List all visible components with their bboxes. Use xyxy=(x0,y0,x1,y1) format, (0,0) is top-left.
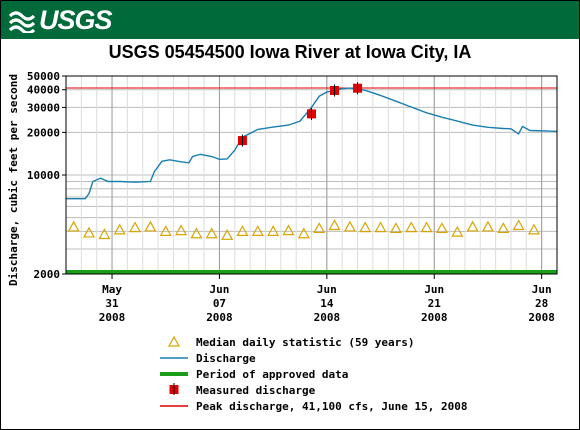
legend-label: Period of approved data xyxy=(196,368,348,381)
y-tick-label: 30000 xyxy=(27,101,60,114)
median-point xyxy=(343,220,356,232)
legend-swatch xyxy=(167,335,181,347)
x-tick-label: May xyxy=(102,283,122,296)
median-point xyxy=(313,222,326,233)
measured-point xyxy=(353,82,363,95)
median-point xyxy=(67,220,80,232)
legend-item: Median daily statistic (59 years) xyxy=(167,335,415,349)
legend-item: Period of approved data xyxy=(160,368,348,381)
median-point xyxy=(497,222,510,233)
x-tick-label: 14 xyxy=(320,297,334,310)
median-point xyxy=(82,226,96,238)
median-point xyxy=(451,225,464,237)
x-tick-label: 2008 xyxy=(206,311,233,324)
chart-title: USGS 05454500 Iowa River at Iowa City, I… xyxy=(108,42,472,62)
usgs-logo-text: USGS xyxy=(39,4,113,35)
median-point xyxy=(98,228,111,240)
median-point xyxy=(328,219,341,231)
legend-item: Peak discharge, 41,100 cfs, June 15, 200… xyxy=(160,400,468,413)
legend-label: Discharge xyxy=(196,352,256,365)
y-tick-label: 40000 xyxy=(27,84,60,97)
median-point xyxy=(512,219,525,231)
median-point xyxy=(129,221,142,233)
median-point xyxy=(190,227,203,239)
median-point xyxy=(144,220,157,232)
series-layer xyxy=(66,82,558,240)
median-point xyxy=(267,225,280,236)
measured-point xyxy=(307,107,316,120)
x-tick-label: 2008 xyxy=(99,311,126,324)
median-point xyxy=(359,221,372,233)
median-point xyxy=(420,221,433,233)
y-axis-label: Discharge, cubic feet per second xyxy=(7,74,20,286)
x-tick-label: Jun xyxy=(424,283,444,296)
median-point xyxy=(481,220,494,232)
grid-lines xyxy=(65,75,558,274)
legend-item: Discharge xyxy=(160,352,256,365)
legend: Median daily statistic (59 years) Dischar… xyxy=(160,335,468,413)
median-point xyxy=(205,227,218,239)
measured-point xyxy=(237,134,247,147)
median-point xyxy=(389,222,402,233)
x-tick-label: Jun xyxy=(532,283,552,296)
median-point xyxy=(297,227,310,239)
legend-label: Median daily statistic (59 years) xyxy=(196,336,415,349)
x-tick-label: 2008 xyxy=(528,311,555,324)
median-point xyxy=(282,224,295,236)
x-axis: May312008Jun072008Jun142008Jun212008Jun2… xyxy=(99,274,555,324)
x-tick-label: 2008 xyxy=(314,311,341,324)
median-point xyxy=(221,229,234,240)
median-point xyxy=(374,221,387,233)
usgs-banner: USGS xyxy=(1,1,579,39)
x-tick-label: 31 xyxy=(105,297,119,310)
measured-point xyxy=(330,84,340,97)
usgs-wave-icon xyxy=(9,11,35,33)
y-tick-label: 20000 xyxy=(27,126,60,139)
discharge-line xyxy=(66,87,558,200)
x-tick-label: Jun xyxy=(317,283,337,296)
usgs-logo[interactable]: USGS xyxy=(9,4,113,35)
legend-label: Peak discharge, 41,100 cfs, June 15, 200… xyxy=(196,400,468,413)
median-point xyxy=(236,225,249,236)
median-point xyxy=(251,225,264,236)
median-point xyxy=(435,222,448,233)
median-point xyxy=(159,225,172,236)
x-tick-label: 21 xyxy=(428,297,442,310)
y-tick-label: 50000 xyxy=(27,70,60,83)
x-tick-label: 28 xyxy=(535,297,548,310)
x-tick-label: 2008 xyxy=(421,311,448,324)
legend-label: Measured discharge xyxy=(196,384,316,397)
x-tick-label: 07 xyxy=(213,297,226,310)
x-tick-label: Jun xyxy=(210,283,230,296)
y-tick-label: 2000 xyxy=(34,268,61,281)
median-point xyxy=(466,220,479,232)
median-point xyxy=(527,223,541,235)
legend-item: Measured discharge xyxy=(169,383,316,397)
median-point xyxy=(405,221,418,233)
median-point xyxy=(175,224,188,236)
y-tick-label: 10000 xyxy=(27,169,60,182)
median-point xyxy=(113,223,126,235)
